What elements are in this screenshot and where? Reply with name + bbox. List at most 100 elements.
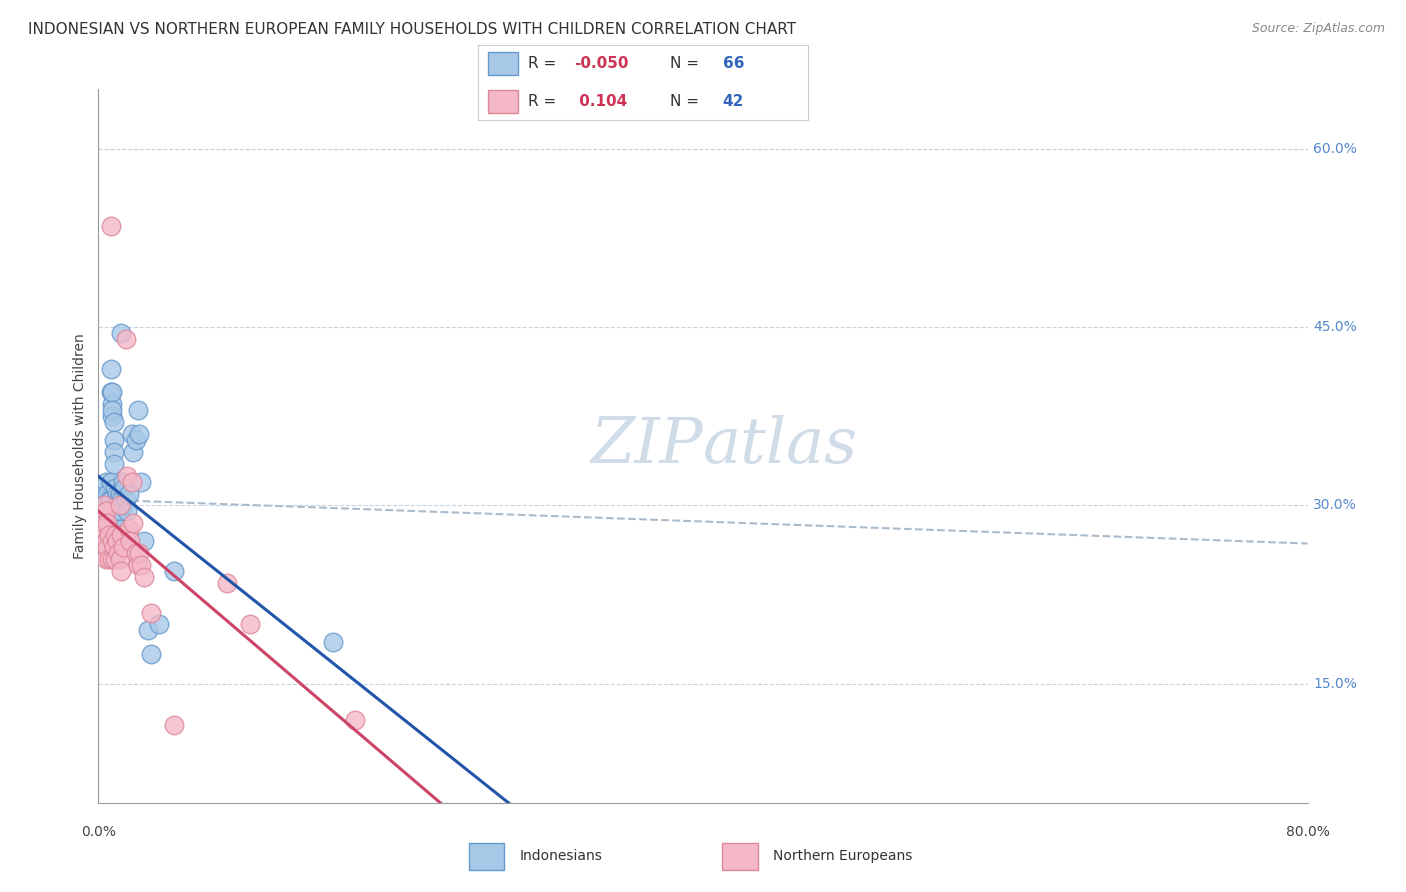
- Bar: [488, 90, 517, 112]
- Point: [91, 486, 114, 500]
- Point: [105, 504, 128, 518]
- Point: [93, 504, 115, 518]
- Point: [128, 427, 150, 442]
- Point: [125, 433, 148, 447]
- Bar: [488, 52, 517, 75]
- Point: [93, 481, 115, 495]
- Point: [98, 528, 121, 542]
- Point: [96, 540, 118, 554]
- Point: [344, 713, 367, 727]
- Point: [163, 564, 186, 578]
- Point: [93, 499, 115, 513]
- Point: [101, 385, 124, 400]
- Point: [94, 516, 117, 531]
- Point: [141, 606, 163, 620]
- Point: [90, 510, 112, 524]
- Point: [96, 486, 118, 500]
- Point: [100, 219, 122, 233]
- Text: Indonesians: Indonesians: [520, 849, 603, 863]
- Point: [108, 552, 131, 566]
- Text: N =: N =: [669, 94, 703, 109]
- Point: [93, 516, 115, 531]
- Point: [98, 528, 121, 542]
- Point: [107, 528, 129, 542]
- Point: [100, 492, 122, 507]
- Point: [121, 475, 143, 489]
- Point: [132, 570, 155, 584]
- Point: [90, 492, 112, 507]
- Text: 45.0%: 45.0%: [1313, 320, 1357, 334]
- Point: [98, 504, 121, 518]
- Point: [94, 475, 117, 489]
- Point: [127, 558, 149, 572]
- Point: [94, 504, 117, 518]
- Point: [100, 361, 122, 376]
- Point: [112, 481, 135, 495]
- Point: [101, 409, 124, 424]
- Text: 42: 42: [723, 94, 744, 109]
- Point: [105, 486, 128, 500]
- Point: [110, 564, 132, 578]
- Point: [111, 499, 134, 513]
- Text: 66: 66: [723, 55, 744, 70]
- Point: [115, 468, 138, 483]
- Point: [136, 624, 159, 638]
- Point: [96, 516, 118, 531]
- Point: [110, 534, 132, 549]
- Point: [90, 528, 112, 542]
- Point: [118, 486, 141, 500]
- Point: [111, 475, 134, 489]
- Point: [129, 558, 152, 572]
- Point: [100, 475, 122, 489]
- Text: 80.0%: 80.0%: [1285, 825, 1330, 839]
- Point: [94, 552, 117, 566]
- Point: [129, 475, 152, 489]
- Text: ZIP: ZIP: [591, 415, 703, 477]
- Point: [90, 516, 112, 531]
- Point: [103, 540, 125, 554]
- Point: [122, 516, 145, 531]
- Text: Source: ZipAtlas.com: Source: ZipAtlas.com: [1251, 22, 1385, 36]
- Point: [132, 534, 155, 549]
- Point: [101, 403, 124, 417]
- Point: [114, 332, 136, 346]
- Point: [322, 635, 344, 649]
- Point: [96, 522, 118, 536]
- Point: [163, 718, 186, 732]
- Point: [105, 534, 128, 549]
- Point: [103, 457, 125, 471]
- Point: [101, 397, 124, 411]
- Point: [110, 528, 132, 542]
- Point: [148, 617, 170, 632]
- Point: [91, 499, 114, 513]
- Point: [107, 546, 129, 560]
- Point: [111, 540, 134, 554]
- Point: [104, 481, 127, 495]
- Point: [98, 492, 121, 507]
- Point: [141, 647, 163, 661]
- Point: [121, 427, 143, 442]
- Point: [108, 522, 131, 536]
- Point: [110, 326, 132, 340]
- Point: [94, 528, 117, 542]
- Text: -0.050: -0.050: [574, 55, 628, 70]
- Point: [108, 504, 131, 518]
- Point: [107, 492, 129, 507]
- Point: [120, 534, 142, 549]
- Point: [104, 528, 127, 542]
- Point: [215, 575, 238, 590]
- Point: [239, 617, 262, 632]
- Point: [98, 552, 121, 566]
- Point: [103, 445, 125, 459]
- Point: [114, 492, 136, 507]
- Bar: [723, 843, 758, 870]
- Point: [125, 546, 148, 560]
- Text: R =: R =: [527, 55, 561, 70]
- Point: [93, 492, 115, 507]
- Text: atlas: atlas: [703, 415, 858, 477]
- Text: INDONESIAN VS NORTHERN EUROPEAN FAMILY HOUSEHOLDS WITH CHILDREN CORRELATION CHAR: INDONESIAN VS NORTHERN EUROPEAN FAMILY H…: [28, 22, 796, 37]
- Point: [91, 504, 114, 518]
- Point: [118, 522, 141, 536]
- Point: [94, 534, 117, 549]
- Point: [127, 403, 149, 417]
